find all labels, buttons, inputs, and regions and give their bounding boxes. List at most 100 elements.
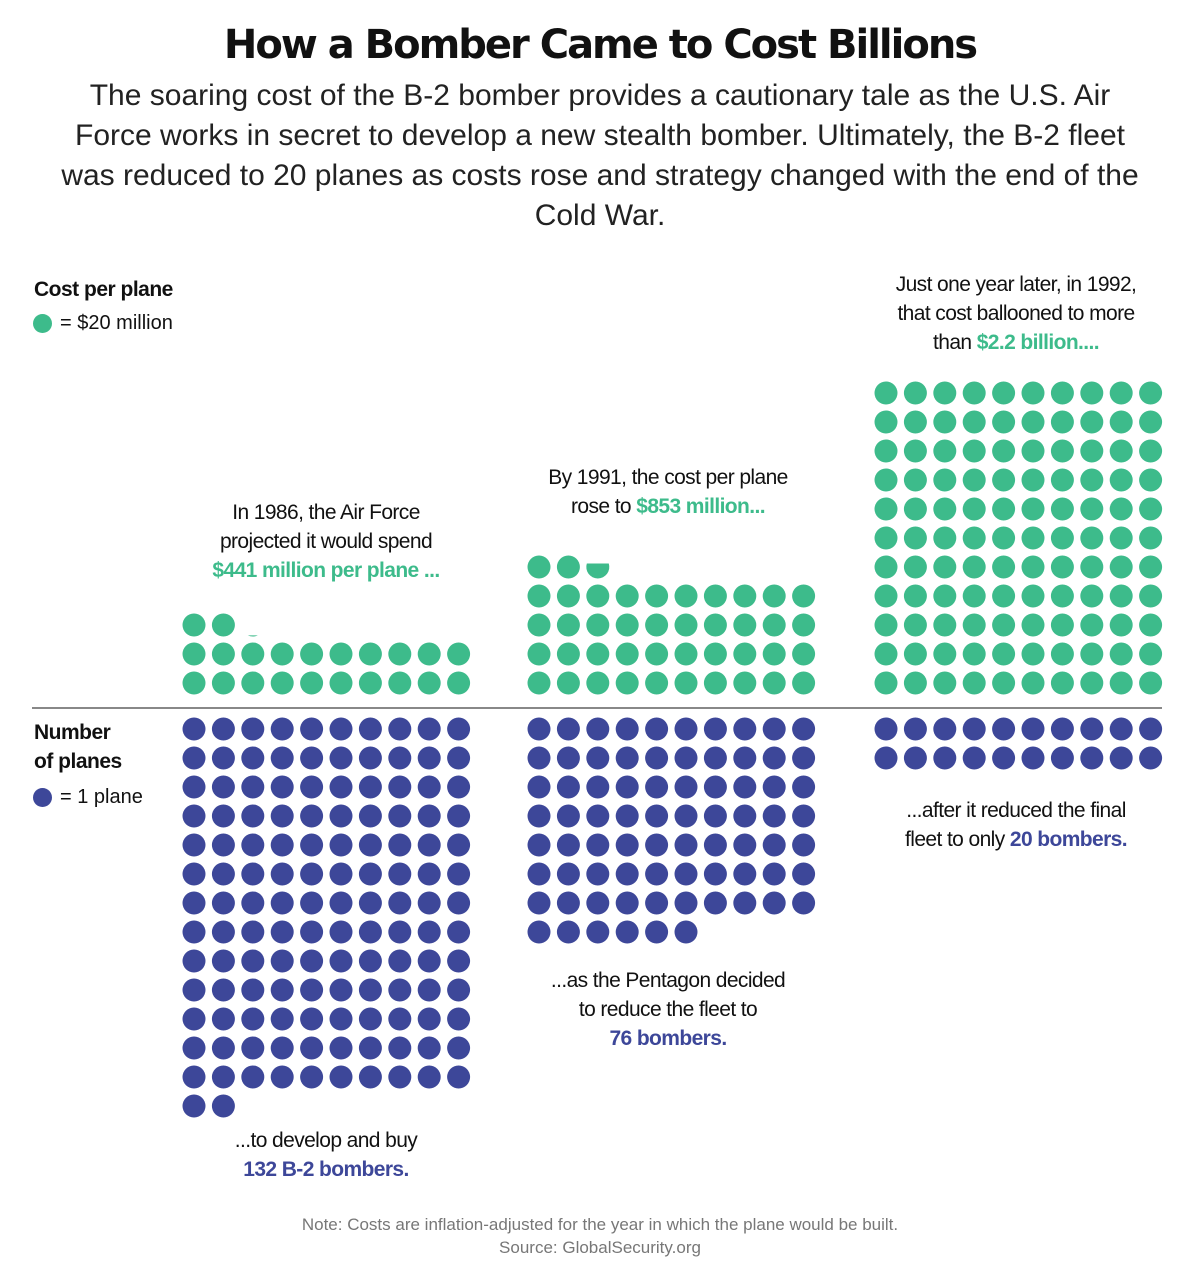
plane-dot-1986 <box>329 862 353 886</box>
plane-dot-1986 <box>270 804 294 828</box>
plane-dot-1991 <box>527 862 551 886</box>
plane-dot-1986 <box>329 833 353 857</box>
plane-dot-1986 <box>300 833 324 857</box>
cost-dot-1991 <box>733 584 757 608</box>
cost-dot-1992 <box>962 381 986 405</box>
cost-dot-1992 <box>1109 468 1133 492</box>
plane-dot-1986 <box>447 978 471 1002</box>
cost-dot-1992 <box>1050 439 1074 463</box>
plane-dot-1992 <box>1139 746 1163 770</box>
cost-dot-1992 <box>903 497 927 521</box>
plane-dot-1986 <box>270 1007 294 1031</box>
cost-dot-1991 <box>527 584 551 608</box>
cost-dot-1991 <box>615 642 639 666</box>
cost-dot-1986 <box>388 671 412 695</box>
cost-dot-1991 <box>703 584 727 608</box>
plane-dot-1986 <box>358 775 382 799</box>
cost-dot-1991 <box>615 671 639 695</box>
plane-dot-1986 <box>358 833 382 857</box>
plane-dot-1986 <box>329 775 353 799</box>
cost-dot-1992 <box>1139 642 1163 666</box>
cost-dot-1992 <box>1080 410 1104 434</box>
cost-dot-1991 <box>762 642 786 666</box>
plane-dot-1992 <box>903 746 927 770</box>
plane-dot-1986 <box>358 891 382 915</box>
cost-dot-1991 <box>762 671 786 695</box>
cost-dot-1992 <box>903 468 927 492</box>
plane-dot-1986 <box>358 1065 382 1089</box>
plane-dot-1986 <box>270 717 294 741</box>
plane-dot-1991 <box>615 833 639 857</box>
plane-dot-1991 <box>674 746 698 770</box>
cost-dot-1992 <box>1109 439 1133 463</box>
cost-dot-1992 <box>1139 584 1163 608</box>
plane-dot-1991 <box>586 862 610 886</box>
cost-dot-1991 <box>674 671 698 695</box>
plane-dot-1991 <box>527 775 551 799</box>
cost-dot-1992 <box>1080 671 1104 695</box>
plane-dot-1992 <box>1080 717 1104 741</box>
plane-dot-1986 <box>447 746 471 770</box>
plane-dot-1986 <box>447 891 471 915</box>
plane-dot-1986 <box>211 862 235 886</box>
cost-dot-1986 <box>447 642 471 666</box>
cost-dot-1992 <box>903 584 927 608</box>
plane-dot-1991 <box>792 833 816 857</box>
plane-dot-1986 <box>447 862 471 886</box>
plane-dot-1992 <box>962 717 986 741</box>
plane-dot-1991 <box>674 775 698 799</box>
plane-dot-1991 <box>792 862 816 886</box>
cost-dot-1992 <box>1109 613 1133 637</box>
plane-dot-1986 <box>388 833 412 857</box>
annotation-cost-1991-line2: rose to <box>571 495 637 518</box>
cost-dot-1991 <box>556 555 580 579</box>
plane-dot-1986 <box>270 891 294 915</box>
cost-dot-1992 <box>962 497 986 521</box>
cost-dot-1992 <box>903 439 927 463</box>
cost-dot-1992 <box>1050 526 1074 550</box>
cost-dot-1991 <box>733 613 757 637</box>
annotation-cost-1986-line1: In 1986, the Air Force <box>232 501 420 524</box>
cost-dot-1991 <box>586 584 610 608</box>
cost-dot-1992 <box>962 439 986 463</box>
annotation-cost-1991: By 1991, the cost per plane rose to $853… <box>518 463 818 521</box>
plane-dot-1991 <box>762 891 786 915</box>
plane-dot-1992 <box>874 717 898 741</box>
cost-dot-1992 <box>903 381 927 405</box>
cost-dot-1992 <box>962 555 986 579</box>
plane-dot-1991 <box>733 717 757 741</box>
source-text: Source: GlobalSecurity.org <box>499 1238 701 1257</box>
annotation-planes-1991-value: 76 bombers. <box>609 1027 727 1050</box>
plane-dot-1986 <box>182 1094 206 1118</box>
cost-dot-1992 <box>992 439 1016 463</box>
plane-dot-1986 <box>358 978 382 1002</box>
plane-dot-1991 <box>586 891 610 915</box>
plane-dot-1986 <box>417 1007 441 1031</box>
cost-dot-1991 <box>527 642 551 666</box>
cost-dot-1992 <box>1109 555 1133 579</box>
plane-dot-1986 <box>329 1036 353 1060</box>
cost-dot-1992 <box>962 584 986 608</box>
plane-dot-1991 <box>762 862 786 886</box>
cost-dot-1992 <box>933 410 957 434</box>
cost-dot-1992 <box>1080 555 1104 579</box>
plane-dot-1986 <box>241 949 265 973</box>
plane-dot-1986 <box>300 804 324 828</box>
annotation-cost-1991-line1: By 1991, the cost per plane <box>548 466 788 489</box>
plane-dot-1991 <box>586 920 610 944</box>
cost-dot-1992 <box>1021 526 1045 550</box>
cost-dot-1992 <box>933 584 957 608</box>
cost-dot-1992 <box>933 439 957 463</box>
plane-dot-1986 <box>329 717 353 741</box>
cost-dot-1992 <box>1021 671 1045 695</box>
cost-dot-1992 <box>992 497 1016 521</box>
legend-planes: = 1 plane <box>33 786 143 809</box>
cost-dot-1992 <box>992 671 1016 695</box>
plane-dot-1986 <box>211 1036 235 1060</box>
plane-dot-1991 <box>556 891 580 915</box>
cost-dot-1991 <box>586 671 610 695</box>
plane-dot-1986 <box>182 804 206 828</box>
plane-dot-1991 <box>733 891 757 915</box>
plane-dot-1986 <box>300 891 324 915</box>
